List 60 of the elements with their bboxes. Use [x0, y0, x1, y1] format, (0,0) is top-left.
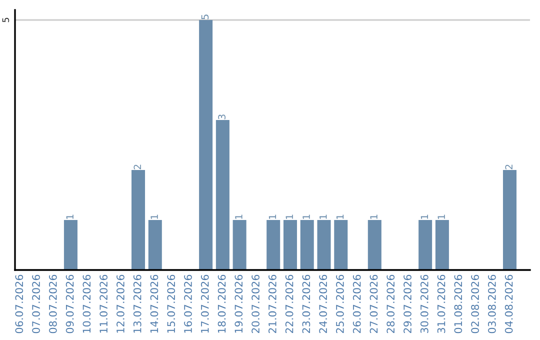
data-label: 1: [320, 214, 327, 219]
x-tick-label: 04.08.2026: [504, 274, 513, 334]
x-tick-label: 25.07.2026: [336, 274, 344, 334]
bar: [418, 220, 432, 270]
x-tick-label: 14.07.2026: [150, 274, 158, 333]
data-label: 1: [438, 214, 445, 219]
x-tick-label: 01.08.2026: [454, 274, 462, 334]
bar: [368, 220, 382, 270]
data-label: 1: [268, 214, 276, 219]
x-tick-label: 08.07.2026: [48, 274, 57, 334]
x-tick-label: 11.07.2026: [100, 274, 108, 333]
x-tick-label: 10.07.2026: [82, 274, 91, 333]
data-label: 1: [336, 214, 344, 219]
bar: [64, 220, 78, 270]
data-label: 3: [218, 114, 226, 120]
x-tick-label: 27.07.2026: [370, 274, 378, 334]
x-tick-label: 29.07.2026: [404, 274, 412, 334]
x-tick-label: 26.07.2026: [352, 274, 361, 334]
data-label: 1: [302, 214, 310, 219]
bar: [502, 170, 516, 270]
x-tick-label: 30.07.2026: [420, 274, 428, 334]
bar: [266, 220, 280, 270]
data-label: 1: [66, 214, 74, 219]
data-label: 2: [505, 164, 512, 170]
x-tick-label: 07.07.2026: [32, 274, 40, 334]
bar: [300, 220, 314, 270]
x-tick-label: 19.07.2026: [234, 274, 243, 333]
data-label: 5: [201, 14, 209, 20]
x-tick-label: 28.07.2026: [386, 274, 395, 334]
bar: [216, 120, 230, 270]
x-tick-label: 31.07.2026: [437, 274, 446, 334]
bar: [199, 20, 213, 270]
x-tick-label: 03.08.2026: [488, 274, 496, 334]
x-tick-label: 21.07.2026: [268, 274, 276, 334]
data-label: 1: [235, 214, 242, 219]
data-label: 1: [420, 214, 428, 219]
x-tick-label: 22.07.2026: [285, 274, 294, 334]
bar: [334, 220, 348, 270]
bar: [132, 170, 146, 270]
data-label: 2: [134, 164, 141, 170]
x-tick-label: 06.07.2026: [15, 274, 24, 334]
x-tick-label: 16.07.2026: [184, 274, 192, 333]
x-tick-label: 24.07.2026: [319, 274, 328, 334]
x-tick-label: 15.07.2026: [167, 274, 176, 333]
bar: [317, 220, 331, 270]
x-tick-label: 18.07.2026: [218, 274, 226, 333]
x-tick-label: 02.08.2026: [471, 274, 479, 334]
x-tick-label: 20.07.2026: [252, 274, 260, 334]
x-tick-label: 17.07.2026: [200, 274, 209, 333]
data-label: 1: [150, 214, 158, 219]
x-tick-label: 12.07.2026: [116, 274, 124, 333]
bar: [283, 220, 297, 270]
data-label: 1: [370, 214, 378, 219]
data-label: 1: [286, 214, 293, 219]
x-tick-label: 09.07.2026: [66, 274, 74, 334]
x-tick-label: 13.07.2026: [133, 274, 142, 333]
bar: [232, 220, 246, 270]
bar: [435, 220, 449, 270]
x-tick-label: 23.07.2026: [302, 274, 310, 334]
bar: [148, 220, 162, 270]
